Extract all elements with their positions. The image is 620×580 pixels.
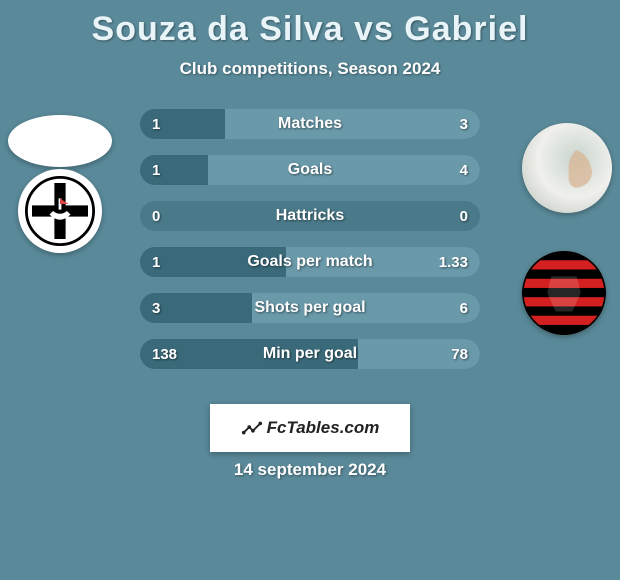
page-title: Souza da Silva vs Gabriel bbox=[0, 0, 620, 49]
date-text: 14 september 2024 bbox=[0, 460, 620, 480]
player-left-avatar bbox=[8, 115, 112, 167]
stat-label: Hattricks bbox=[140, 201, 480, 231]
vasco-crest-icon bbox=[25, 176, 95, 246]
stat-label: Goals bbox=[140, 155, 480, 185]
stat-row: 13Matches bbox=[140, 109, 480, 139]
watermark: FcTables.com bbox=[210, 404, 410, 452]
page-subtitle: Club competitions, Season 2024 bbox=[0, 59, 620, 79]
stat-label: Shots per goal bbox=[140, 293, 480, 323]
stat-label: Min per goal bbox=[140, 339, 480, 369]
flamengo-crest-icon bbox=[522, 251, 606, 335]
watermark-text: FcTables.com bbox=[267, 418, 380, 438]
stat-row: 11.33Goals per match bbox=[140, 247, 480, 277]
stat-row: 00Hattricks bbox=[140, 201, 480, 231]
stat-row: 36Shots per goal bbox=[140, 293, 480, 323]
stat-label: Matches bbox=[140, 109, 480, 139]
club-left-crest bbox=[18, 169, 102, 253]
stat-row: 14Goals bbox=[140, 155, 480, 185]
player-right-avatar bbox=[522, 123, 612, 213]
stat-row: 13878Min per goal bbox=[140, 339, 480, 369]
stat-bars: 13Matches 14Goals 00Hattricks 11.33Goals pe… bbox=[140, 109, 480, 385]
club-right-crest bbox=[522, 251, 606, 335]
stats-icon bbox=[241, 417, 263, 439]
avatar-thumb-icon bbox=[522, 123, 612, 213]
comparison-area: 13Matches 14Goals 00Hattricks 11.33Goals pe… bbox=[0, 109, 620, 399]
stat-label: Goals per match bbox=[140, 247, 480, 277]
